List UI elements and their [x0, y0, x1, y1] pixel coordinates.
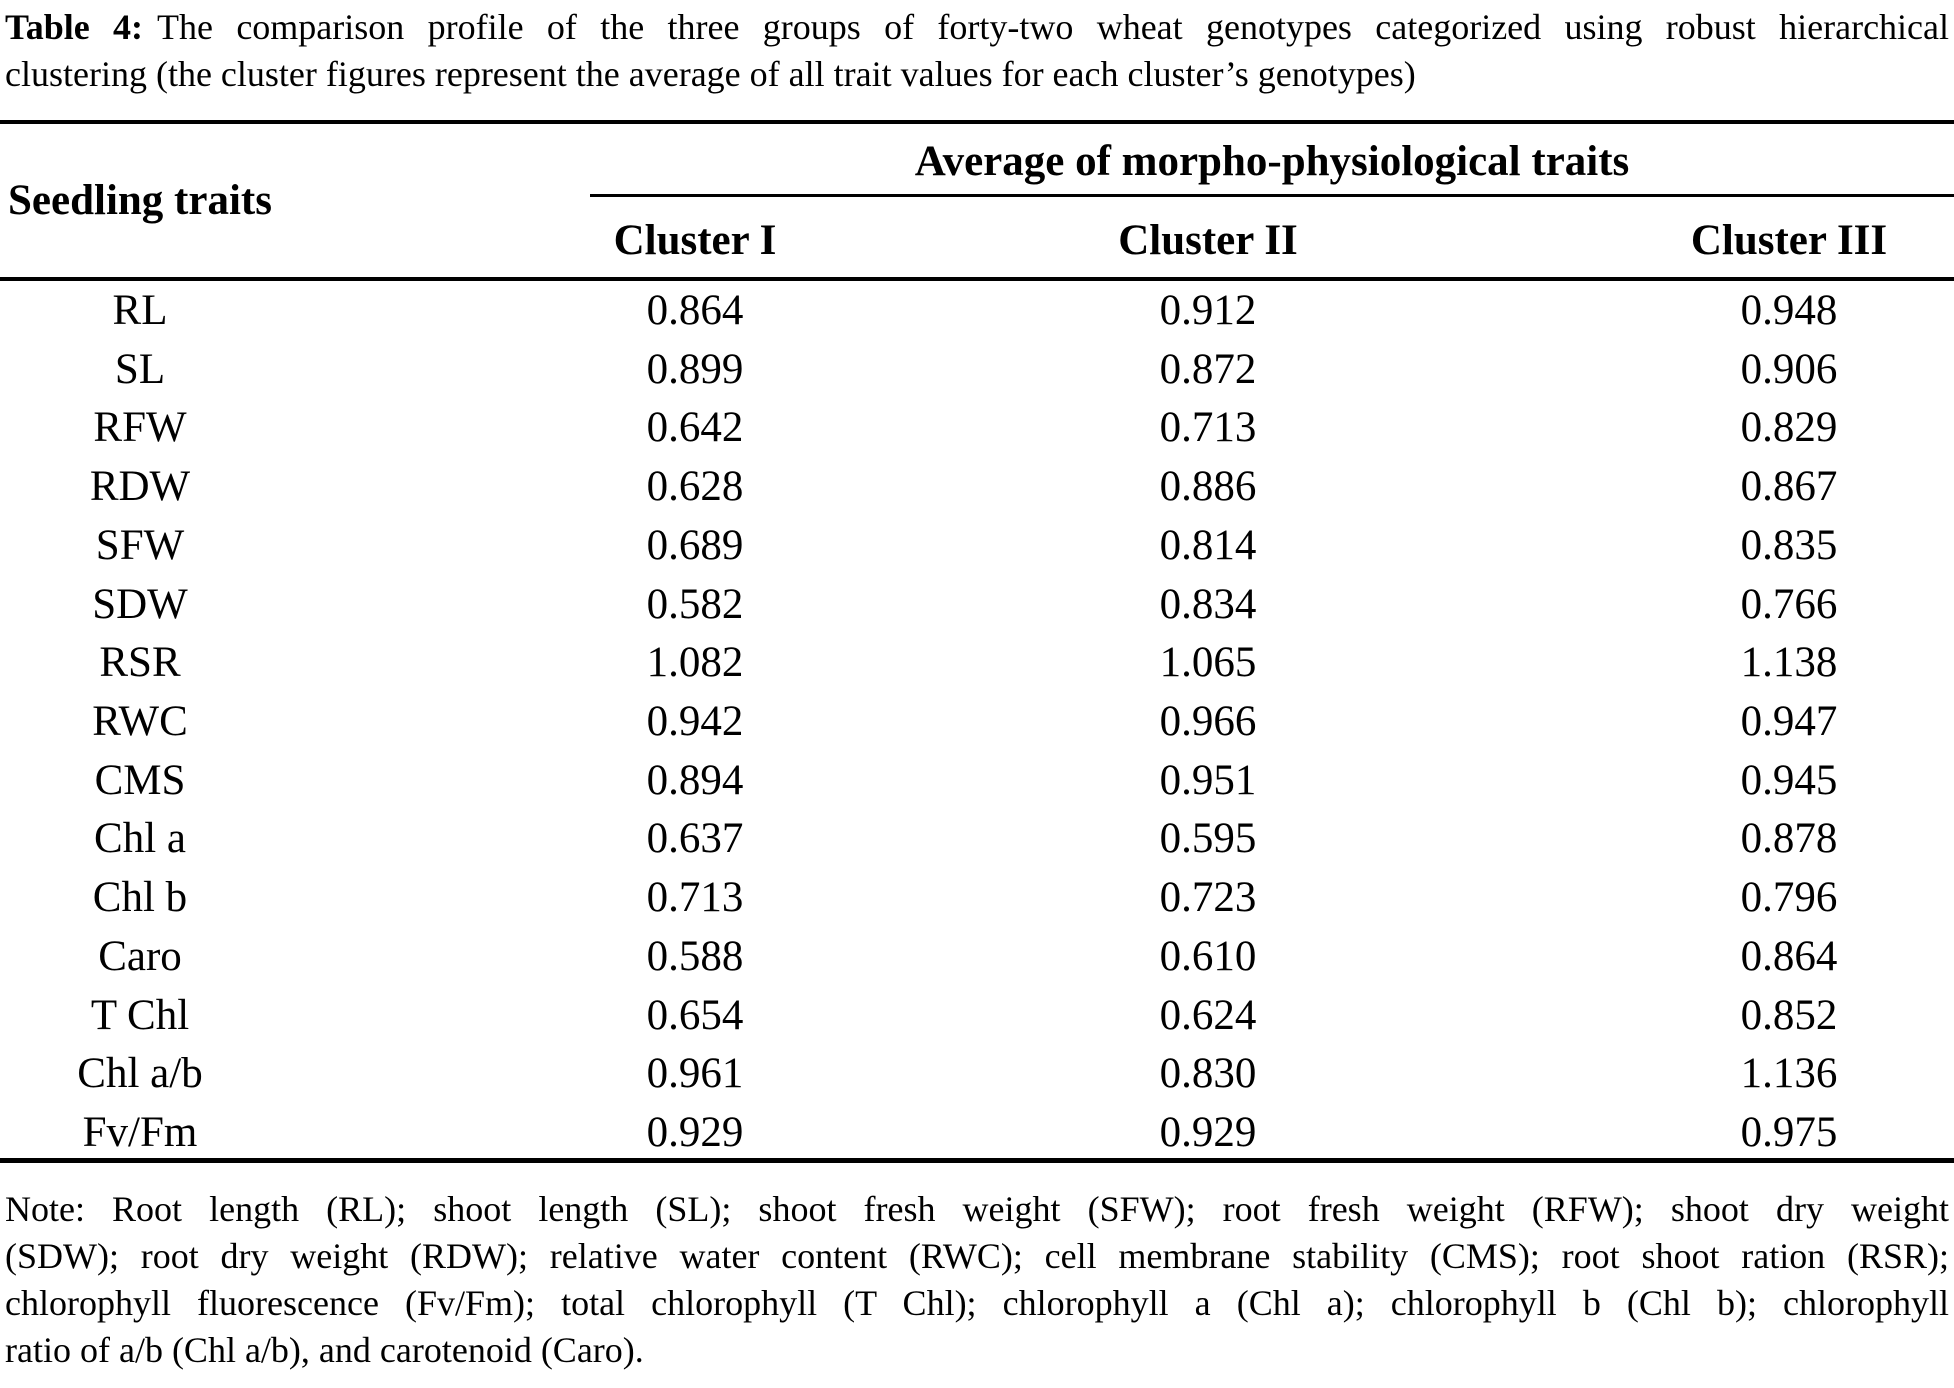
value-cell: 0.588 [646, 933, 744, 980]
caption-text-1: The comparison profile of the three grou… [157, 7, 1950, 47]
trait-cell: RWC [92, 698, 188, 745]
table-bottom-rule [0, 1158, 1954, 1163]
value-cell: 0.642 [646, 404, 744, 451]
value-cell: 0.894 [646, 757, 744, 804]
value-cell: 0.835 [1740, 522, 1838, 569]
table-row: RL 0.864 0.912 0.948 [0, 281, 1954, 340]
value-cell: 0.852 [1740, 992, 1838, 1039]
value-cell: 0.942 [646, 698, 744, 745]
column-header-cluster-iii: Cluster III [1690, 216, 1888, 264]
table-note: Note: Root length (RL); shoot length (SL… [5, 1186, 1949, 1374]
note-line-2: (SDW); root dry weight (RDW); relative w… [5, 1236, 1949, 1276]
trait-cell: Chl a [94, 815, 186, 862]
table-row: Chl a 0.637 0.595 0.878 [0, 809, 1954, 868]
value-cell: 0.582 [646, 581, 744, 628]
value-cell: 0.713 [1159, 404, 1257, 451]
value-cell: 0.713 [646, 874, 744, 921]
table-row: RFW 0.642 0.713 0.829 [0, 398, 1954, 457]
caption-line-2: clustering (the cluster figures represen… [5, 54, 1416, 94]
value-cell: 1.138 [1740, 639, 1838, 686]
trait-cell: CMS [94, 757, 186, 804]
column-header-row: Cluster I Cluster II Cluster III [0, 208, 1954, 272]
trait-cell: RSR [99, 639, 181, 686]
value-cell: 0.834 [1159, 581, 1257, 628]
table-row: SL 0.899 0.872 0.906 [0, 340, 1954, 399]
value-cell: 0.689 [646, 522, 744, 569]
value-cell: 0.878 [1740, 815, 1838, 862]
trait-cell: T Chl [90, 992, 190, 1039]
table-row: SDW 0.582 0.834 0.766 [0, 575, 1954, 634]
value-cell: 1.065 [1159, 639, 1257, 686]
value-cell: 0.796 [1740, 874, 1838, 921]
value-cell: 0.948 [1740, 287, 1838, 334]
value-cell: 0.929 [1159, 1109, 1257, 1156]
value-cell: 0.595 [1159, 815, 1257, 862]
table-row: RSR 1.082 1.065 1.138 [0, 633, 1954, 692]
trait-cell: RDW [89, 463, 191, 510]
trait-cell: SFW [95, 522, 185, 569]
table-row: Fv/Fm 0.929 0.929 0.975 [0, 1103, 1954, 1162]
table-caption: Table 4: The comparison profile of the th… [5, 4, 1949, 98]
value-cell: 0.628 [646, 463, 744, 510]
column-header-cluster-i: Cluster I [613, 216, 777, 264]
trait-cell: RL [112, 287, 168, 334]
header-bottom-rule [0, 277, 1954, 281]
note-line-4: ratio of a/b (Chl a/b), and carotenoid (… [5, 1330, 644, 1370]
value-cell: 0.961 [646, 1050, 744, 1097]
value-cell: 0.872 [1159, 346, 1257, 393]
table-row: CMS 0.894 0.951 0.945 [0, 751, 1954, 810]
top-rule [0, 120, 1954, 124]
value-cell: 0.947 [1740, 698, 1838, 745]
trait-cell: RFW [93, 404, 187, 451]
value-cell: 0.951 [1159, 757, 1257, 804]
caption-label: Table 4: [5, 7, 144, 47]
note-line-1: Note: Root length (RL); shoot length (SL… [5, 1189, 1949, 1229]
value-cell: 0.829 [1740, 404, 1838, 451]
value-cell: 0.654 [646, 992, 744, 1039]
value-cell: 0.864 [646, 287, 744, 334]
value-cell: 0.867 [1740, 463, 1838, 510]
value-cell: 0.912 [1159, 287, 1257, 334]
note-line-3: chlorophyll fluorescence (Fv/Fm); total … [5, 1283, 1949, 1323]
trait-cell: SDW [92, 581, 188, 628]
trait-cell: Chl a/b [77, 1050, 203, 1097]
trait-cell: Fv/Fm [82, 1109, 198, 1156]
value-cell: 0.766 [1740, 581, 1838, 628]
value-cell: 1.082 [646, 639, 744, 686]
value-cell: 1.136 [1740, 1050, 1838, 1097]
value-cell: 0.906 [1740, 346, 1838, 393]
spanner-header: Average of morpho-physiological traits [914, 137, 1630, 185]
table-row: RDW 0.628 0.886 0.867 [0, 457, 1954, 516]
value-cell: 0.886 [1159, 463, 1257, 510]
table-row: Chl a/b 0.961 0.830 1.136 [0, 1044, 1954, 1103]
value-cell: 0.929 [646, 1109, 744, 1156]
trait-cell: Chl b [92, 874, 188, 921]
value-cell: 0.966 [1159, 698, 1257, 745]
column-header-cluster-ii: Cluster II [1118, 216, 1298, 264]
spanner-rule [590, 194, 1954, 197]
trait-cell: Caro [98, 933, 182, 980]
value-cell: 0.975 [1740, 1109, 1838, 1156]
trait-cell: SL [114, 346, 166, 393]
table-row: Chl b 0.713 0.723 0.796 [0, 868, 1954, 927]
table-row: Caro 0.588 0.610 0.864 [0, 927, 1954, 986]
caption-line-1: Table 4: The comparison profile of the th… [5, 4, 1949, 51]
stub-column-header: Seedling traits [8, 177, 272, 224]
value-cell: 0.814 [1159, 522, 1257, 569]
value-cell: 0.637 [646, 815, 744, 862]
value-cell: 0.830 [1159, 1050, 1257, 1097]
table-row: T Chl 0.654 0.624 0.852 [0, 986, 1954, 1045]
value-cell: 0.610 [1159, 933, 1257, 980]
value-cell: 0.723 [1159, 874, 1257, 921]
table-row: RWC 0.942 0.966 0.947 [0, 692, 1954, 751]
value-cell: 0.864 [1740, 933, 1838, 980]
value-cell: 0.899 [646, 346, 744, 393]
value-cell: 0.945 [1740, 757, 1838, 804]
value-cell: 0.624 [1159, 992, 1257, 1039]
table-row: SFW 0.689 0.814 0.835 [0, 516, 1954, 575]
